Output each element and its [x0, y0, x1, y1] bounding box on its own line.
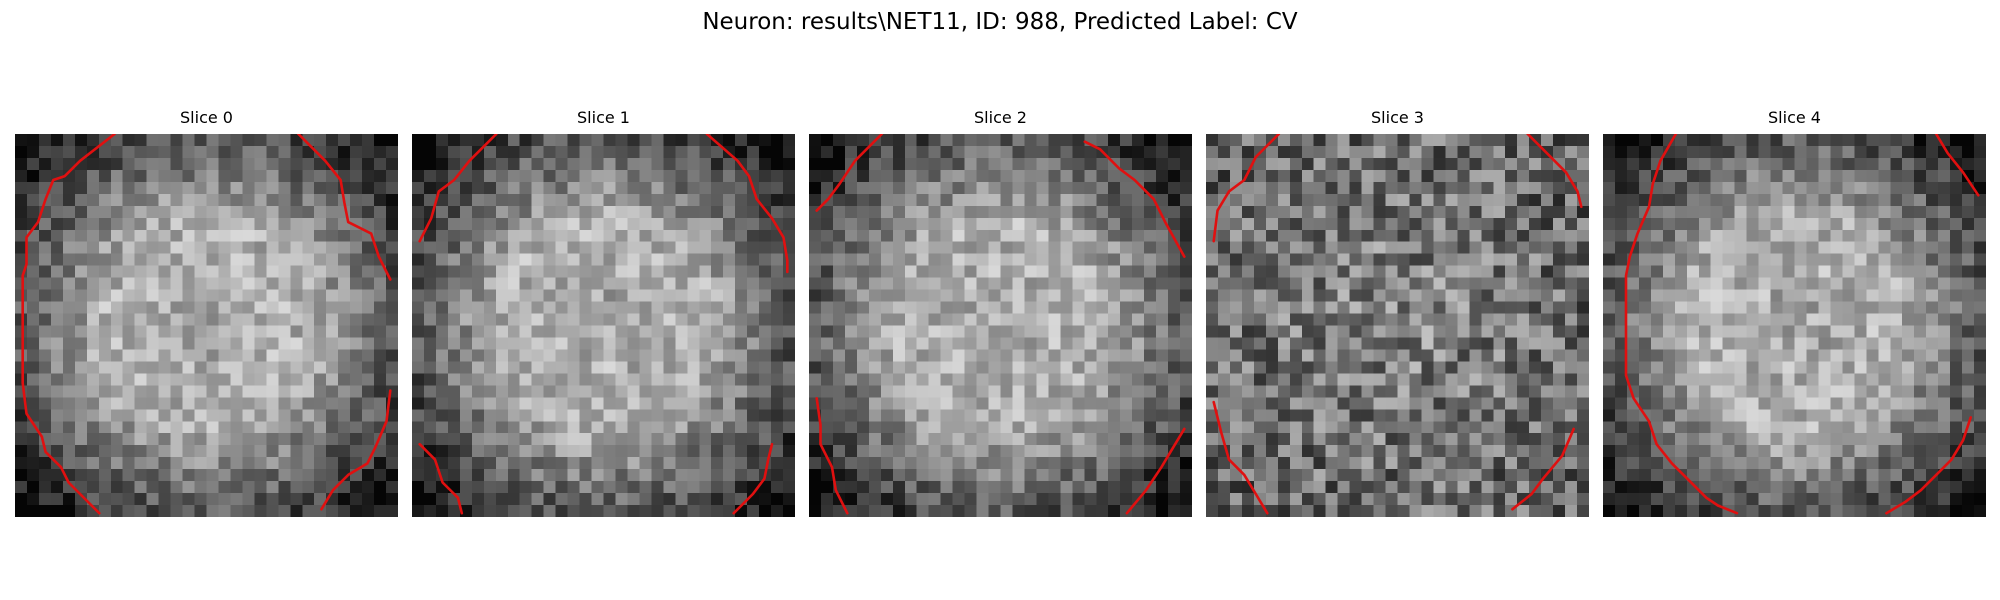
slice-title: Slice 4: [1768, 108, 1821, 127]
cell-outline-contour: [705, 134, 789, 274]
cell-outline-contour: [1125, 427, 1186, 515]
slice-panel-0: Slice 0: [15, 108, 398, 517]
slice-pixels: [15, 134, 398, 517]
slice-image: [1603, 134, 1986, 517]
slice-image: [412, 134, 795, 517]
slice-title: Slice 0: [180, 108, 233, 127]
cell-outline-contour: [1624, 134, 1739, 515]
cell-outline-contour: [815, 134, 884, 212]
slice-panel-1: Slice 1: [412, 108, 795, 517]
slice-panel-2: Slice 2: [809, 108, 1192, 517]
slice-image: [809, 134, 1192, 517]
cell-outline-contour: [1934, 134, 1980, 197]
cell-outline-contour: [1083, 140, 1186, 258]
slice-pixels: [1206, 134, 1589, 517]
cell-outline-contour: [1511, 427, 1576, 511]
cell-outline-contour: [320, 389, 392, 511]
slice-pixels: [1603, 134, 1986, 517]
slice-image: [15, 134, 398, 517]
slice-panel-4: Slice 4: [1603, 108, 1986, 517]
cell-outline-contour: [732, 442, 774, 515]
figure-title: Neuron: results\NET11, ID: 988, Predicte…: [702, 9, 1298, 35]
slice-image: [1206, 134, 1589, 517]
slice-pixels: [412, 134, 795, 517]
cell-outline-contour: [21, 134, 116, 515]
slice-panel-3: Slice 3: [1206, 108, 1589, 517]
cell-outline-contour: [1885, 416, 1973, 515]
cell-outline-contour: [418, 134, 498, 243]
cell-outline-contour: [1526, 134, 1583, 209]
slice-title: Slice 3: [1371, 108, 1424, 127]
cell-outline-contour: [418, 442, 464, 515]
slice-title: Slice 2: [974, 108, 1027, 127]
cell-outline-contour: [815, 396, 849, 515]
cell-outline-contour: [1212, 400, 1269, 515]
cell-outline-contour: [297, 134, 392, 281]
slice-pixels: [809, 134, 1192, 517]
slice-title: Slice 1: [577, 108, 630, 127]
cell-outline-contour: [1212, 134, 1281, 243]
